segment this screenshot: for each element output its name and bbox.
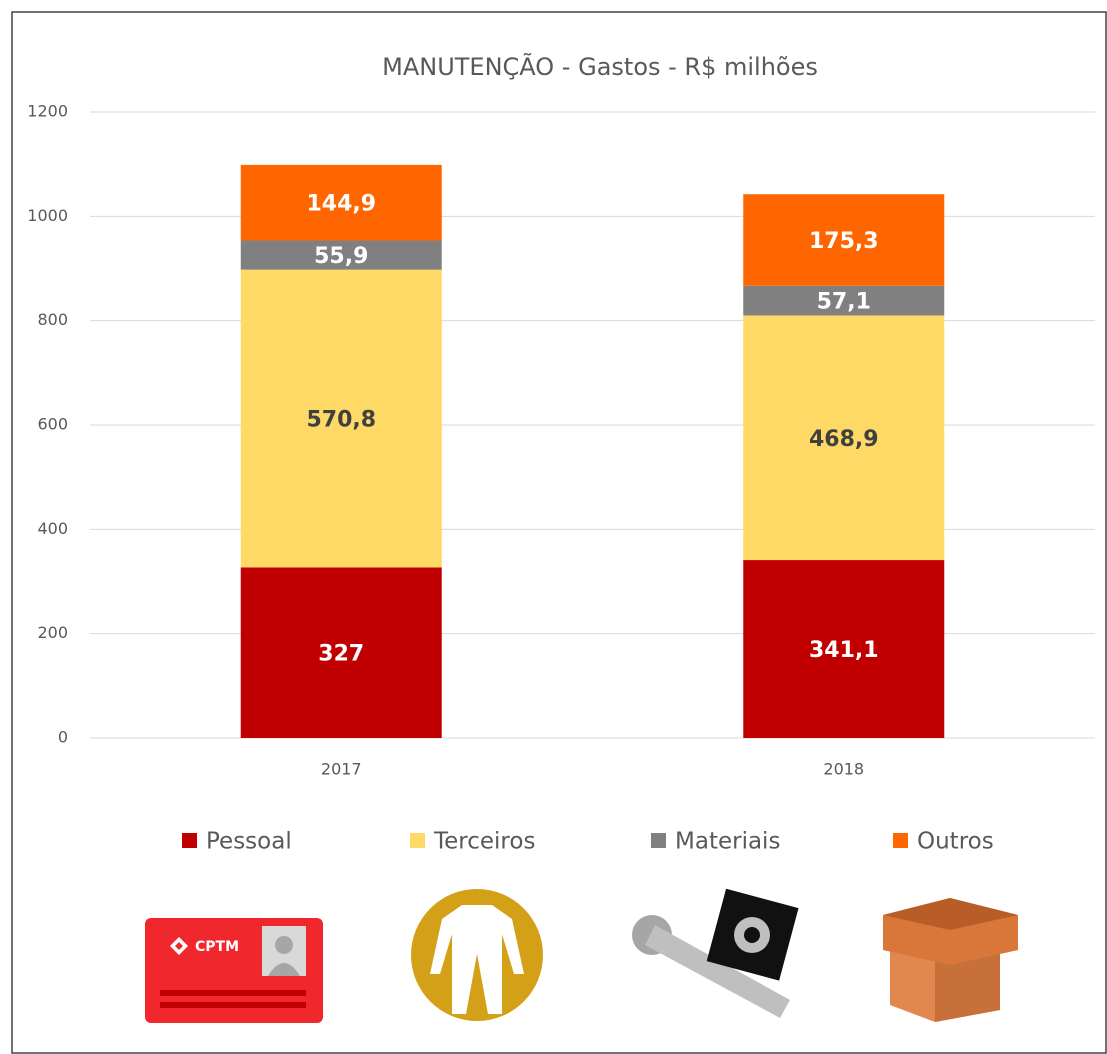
x-tick-label: 2017 bbox=[321, 760, 362, 779]
y-tick-label: 800 bbox=[37, 310, 68, 329]
card-line bbox=[160, 1002, 306, 1008]
legend-label: Terceiros bbox=[433, 829, 535, 855]
card-head bbox=[275, 936, 293, 954]
y-tick-label: 200 bbox=[37, 623, 68, 642]
data-label: 57,1 bbox=[817, 290, 871, 315]
legend-swatch bbox=[651, 833, 666, 848]
legend-swatch bbox=[893, 833, 908, 848]
bar-segment bbox=[240, 164, 442, 241]
bolt-icon bbox=[632, 888, 799, 1018]
legend-label: Materiais bbox=[675, 829, 780, 855]
legend-label: Outros bbox=[917, 829, 994, 855]
data-label: 468,9 bbox=[809, 427, 879, 452]
card-logo bbox=[170, 937, 188, 955]
data-label: 144,9 bbox=[306, 192, 376, 217]
box-icon bbox=[883, 898, 1018, 1022]
card-line bbox=[160, 990, 306, 996]
bar-segment bbox=[743, 285, 945, 316]
data-label: 55,9 bbox=[314, 244, 368, 269]
bar-segment bbox=[240, 567, 442, 738]
legend-swatch bbox=[182, 833, 197, 848]
coverall bbox=[430, 905, 524, 1014]
y-tick-label: 1200 bbox=[27, 102, 68, 121]
chart-title: MANUTENÇÃO - Gastos - R$ milhões bbox=[382, 51, 818, 81]
data-label: 570,8 bbox=[306, 408, 376, 433]
data-label: 327 bbox=[318, 642, 364, 667]
data-label: 341,1 bbox=[809, 638, 879, 663]
card-text: CPTM bbox=[195, 939, 239, 955]
x-tick-label: 2018 bbox=[823, 760, 864, 779]
legend-swatch bbox=[410, 833, 425, 848]
y-tick-label: 400 bbox=[37, 519, 68, 538]
bar-segment bbox=[240, 240, 442, 270]
bar-segment bbox=[743, 560, 945, 738]
data-label: 175,3 bbox=[809, 229, 879, 254]
card-body bbox=[268, 963, 300, 976]
y-tick-label: 0 bbox=[58, 728, 68, 747]
bar-segment bbox=[743, 194, 945, 286]
legend-label: Pessoal bbox=[206, 829, 292, 855]
bar-segment bbox=[743, 315, 945, 561]
bar-segment bbox=[240, 269, 442, 568]
icons: CPTM bbox=[145, 888, 1018, 1023]
y-tick-label: 1000 bbox=[27, 206, 68, 225]
y-tick-label: 600 bbox=[37, 415, 68, 434]
